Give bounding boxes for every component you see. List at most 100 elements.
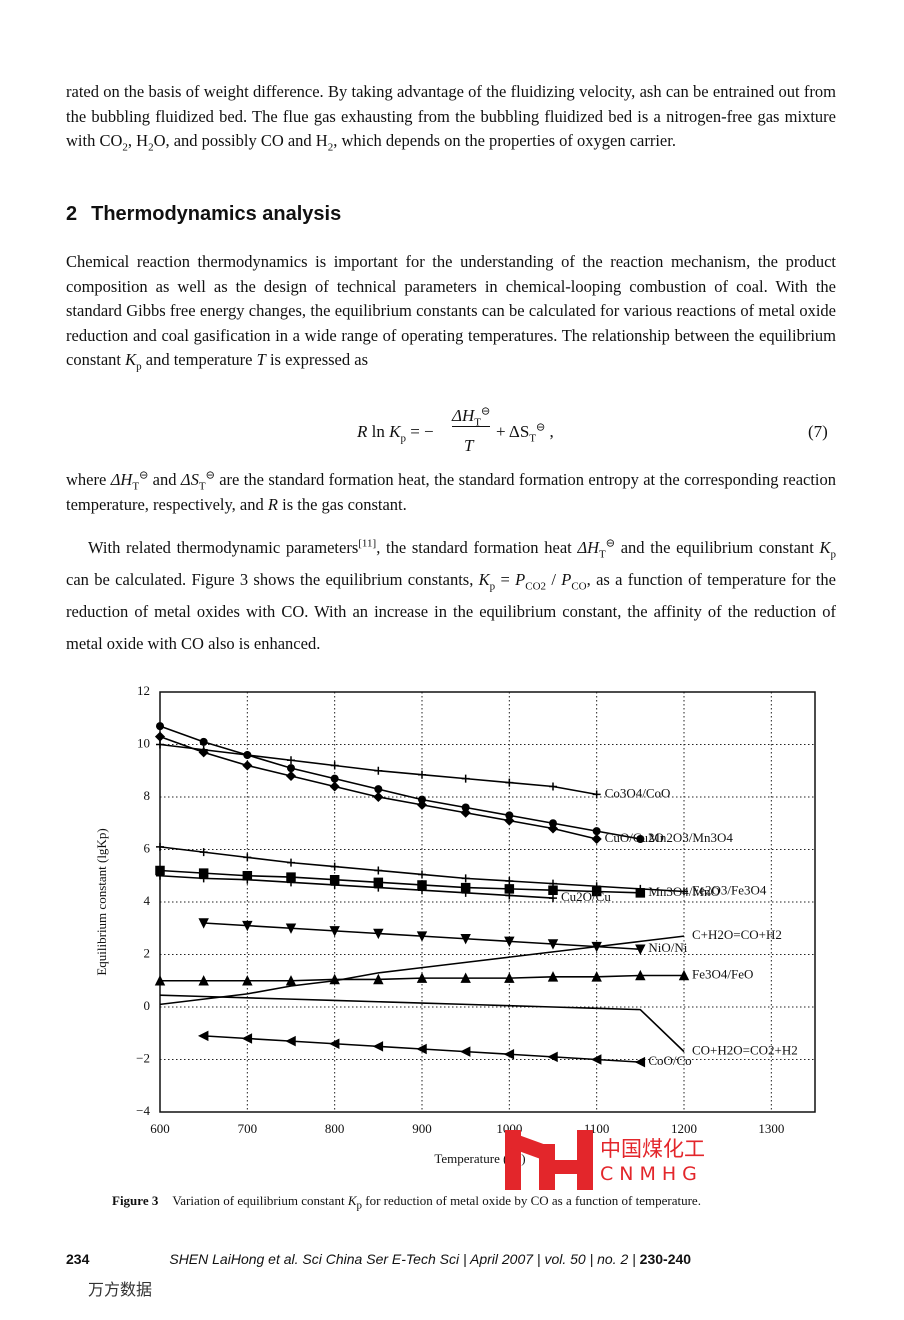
series-label: Fe3O4/FeO — [692, 966, 753, 981]
series-line — [159, 874, 554, 899]
x-tick-label: 1200 — [671, 1121, 697, 1136]
x-tick-label: 900 — [412, 1121, 432, 1136]
point — [505, 891, 514, 900]
text: ⊖ — [536, 421, 546, 434]
point — [590, 1054, 602, 1065]
point — [416, 931, 428, 942]
text: are the standard formation heat, the sta… — [66, 470, 837, 514]
text: , H — [127, 131, 149, 151]
text: [11] — [358, 537, 377, 550]
y-tick-label: −4 — [136, 1103, 150, 1118]
point — [680, 887, 688, 896]
footer: 234 SHEN LaiHong et al. Sci China Ser E-T… — [66, 1251, 691, 1267]
point — [461, 874, 470, 883]
text: ⊖ — [605, 537, 615, 550]
point — [504, 972, 515, 983]
point — [547, 823, 559, 834]
point — [416, 972, 428, 983]
point — [330, 774, 339, 783]
series-label: Cu2O/Cu — [561, 889, 611, 904]
point — [547, 971, 559, 982]
text: + ΔS — [496, 422, 530, 441]
logo-text: CNMHG — [600, 1163, 703, 1185]
text: CO — [571, 580, 587, 593]
point — [154, 731, 166, 742]
text: and the equilibrium constant — [615, 538, 820, 557]
text: ΔH — [452, 406, 475, 425]
series-label: CoO/Co — [648, 1053, 691, 1068]
text: T — [529, 432, 537, 445]
point — [199, 848, 208, 857]
y-tick-label: 6 — [144, 840, 151, 855]
point — [460, 934, 471, 945]
point — [548, 885, 558, 895]
point — [285, 923, 297, 934]
point — [418, 886, 426, 895]
point — [461, 774, 470, 783]
point — [460, 972, 471, 983]
point — [635, 969, 646, 981]
point — [243, 751, 252, 759]
paragraph: rated on the basis of weight difference.… — [66, 80, 836, 154]
paragraph: With related thermodynamic parameters[11… — [66, 532, 836, 660]
point — [287, 858, 295, 867]
series-line — [159, 869, 641, 894]
point — [156, 722, 164, 731]
point — [373, 928, 384, 940]
point — [285, 1035, 296, 1047]
point — [592, 790, 601, 799]
point — [199, 874, 208, 883]
point — [156, 871, 164, 880]
text: , — [545, 422, 554, 441]
text: = — [495, 570, 516, 589]
point — [634, 1056, 646, 1068]
point — [549, 894, 557, 903]
point — [549, 782, 557, 791]
point — [547, 939, 559, 950]
series-label: Fe2O3/Fe3O4 — [692, 882, 767, 897]
point — [635, 944, 646, 955]
plot-frame — [159, 691, 816, 1113]
x-tick-label: 800 — [325, 1121, 345, 1136]
text: ⊖ — [205, 469, 215, 482]
text: can be calculated. Figure 3 shows the eq… — [66, 570, 479, 589]
equation-number: (7) — [808, 422, 828, 441]
point — [328, 1038, 340, 1049]
point — [678, 969, 690, 981]
point — [373, 973, 384, 985]
text: Variation of equilibrium constant — [172, 1193, 348, 1208]
point — [329, 973, 340, 985]
text: is the gas constant. — [277, 494, 407, 514]
point — [547, 1051, 558, 1063]
point — [330, 880, 339, 889]
point — [461, 803, 470, 812]
point — [156, 842, 164, 851]
text: P — [561, 570, 572, 589]
point — [503, 1049, 515, 1060]
y-tick-label: 10 — [137, 735, 150, 750]
point — [285, 770, 297, 782]
point — [241, 1033, 253, 1044]
text: rated on the basis of weight difference.… — [66, 82, 836, 151]
point — [374, 883, 383, 892]
point — [460, 807, 471, 818]
text: T — [256, 350, 266, 370]
point — [591, 971, 602, 982]
point — [504, 815, 515, 826]
logo-text: 中国煤化工 — [600, 1137, 705, 1161]
text: for reduction of metal oxide by CO as a … — [361, 1193, 701, 1208]
point — [374, 866, 383, 875]
text: ΔS — [180, 470, 199, 489]
x-tick-label: 600 — [150, 1121, 170, 1136]
point — [418, 770, 426, 779]
text: Figure 3 — [112, 1193, 159, 1208]
text: T — [132, 480, 140, 493]
point — [416, 1043, 427, 1055]
series-line — [159, 725, 641, 840]
point — [330, 862, 339, 871]
series-label: Mn2O3/Mn3O4 — [648, 830, 733, 845]
figure-caption: Figure 3 Variation of equilibrium constan… — [112, 1193, 701, 1211]
point — [286, 872, 296, 882]
point — [199, 737, 208, 746]
text: CO2 — [525, 580, 547, 593]
